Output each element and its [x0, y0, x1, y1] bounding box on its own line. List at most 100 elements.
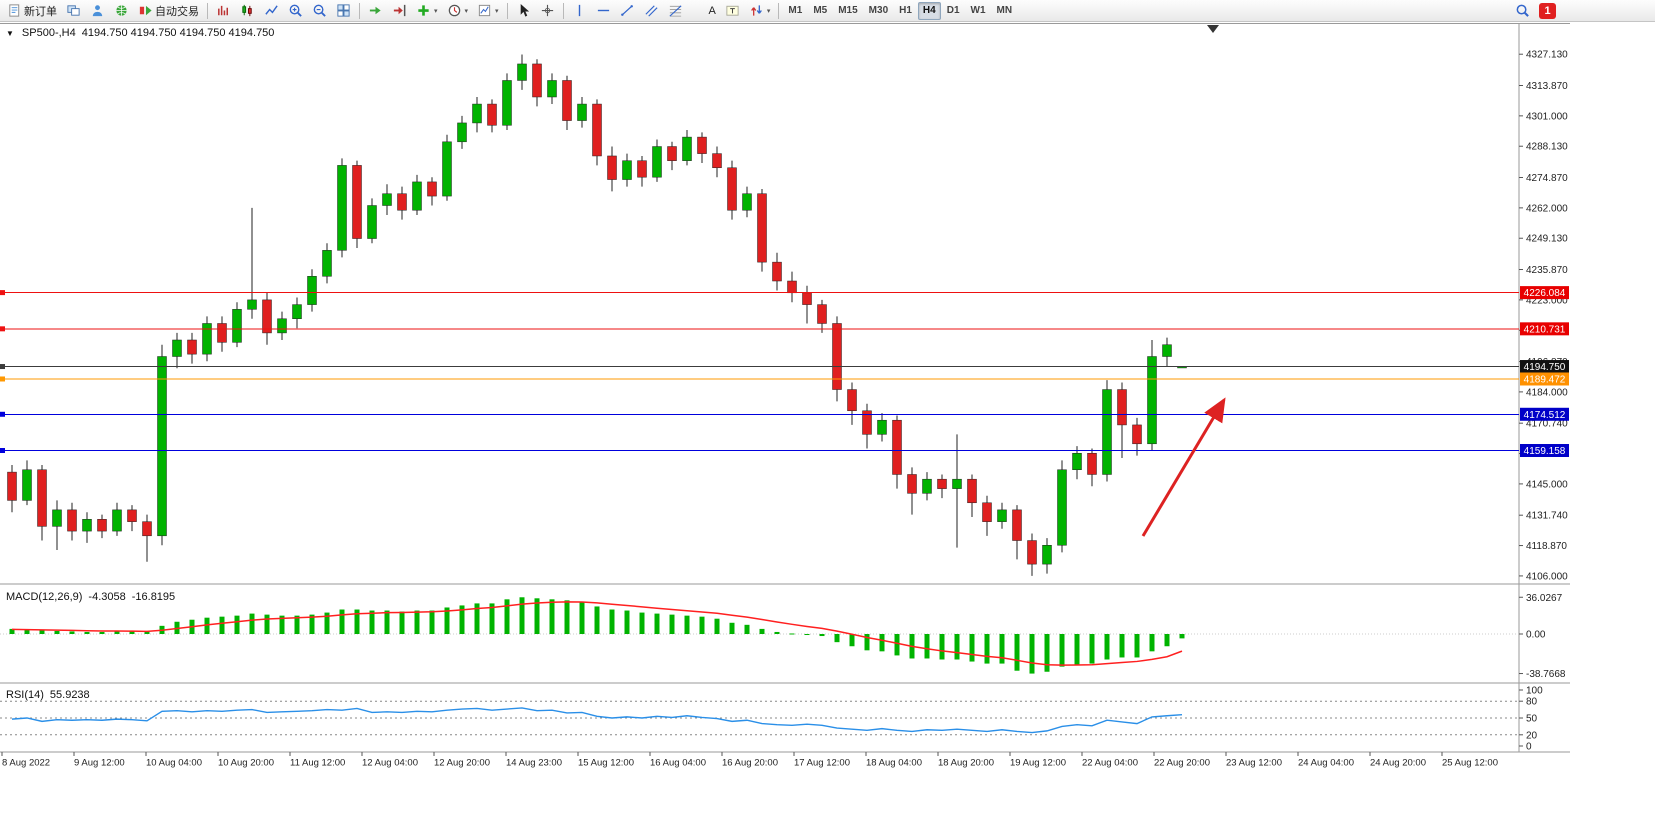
macd-histogram-bar: [459, 605, 465, 634]
timeframe-m1-button[interactable]: M1: [788, 5, 803, 16]
macd-histogram-bar: [984, 634, 990, 664]
price-badge: [1520, 286, 1569, 300]
toolbar-right-group: 1: [1511, 1, 1556, 21]
timeframe-h1-button[interactable]: H1: [899, 5, 912, 16]
macd-signal-value: -16.8195: [131, 591, 176, 603]
macd-histogram-bar: [549, 599, 555, 634]
timeframe-h4-button[interactable]: H4: [917, 1, 941, 20]
chart-windows-button[interactable]: [62, 1, 85, 21]
timeframe-m30-button[interactable]: M30: [868, 5, 889, 16]
bull-candle: [952, 478, 962, 489]
candles-icon: [242, 4, 252, 17]
macd-tick-label: -38.7668: [1526, 669, 1566, 680]
macd-histogram-bar: [774, 631, 780, 634]
bear-candle: [787, 280, 797, 294]
bear-candle: [847, 389, 857, 412]
macd-header: MACD(12,26,9) -4.3058 -16.8195: [6, 591, 175, 603]
macd-histogram-bar: [279, 615, 285, 634]
trend-arrow[interactable]: [1141, 397, 1226, 537]
community-button[interactable]: [110, 1, 133, 21]
macd-histogram-bar: [744, 624, 750, 634]
zoom-out-button[interactable]: [308, 1, 331, 21]
macd-histogram-bar: [339, 609, 345, 634]
toolbar-separator: [506, 2, 508, 19]
bear-candle: [697, 136, 707, 154]
symbol-dropdown-icon[interactable]: ▼: [6, 29, 14, 38]
time-axis-label: 10 Aug 20:00: [218, 758, 274, 769]
timeframe-mn-button[interactable]: MN: [996, 5, 1013, 16]
bull-candle: [412, 181, 422, 211]
tline-icon: [620, 5, 633, 16]
periods-button[interactable]: ▾: [443, 1, 473, 21]
line-chart-mode-button[interactable]: [260, 1, 283, 21]
channel-tool-button[interactable]: [640, 1, 663, 21]
search-button[interactable]: [1511, 1, 1534, 21]
auto-scroll-button[interactable]: [364, 1, 387, 21]
bear-candle: [967, 478, 977, 504]
bull-candle: [622, 160, 632, 180]
macd-histogram-bar: [84, 631, 90, 634]
crosshair-tool-button[interactable]: [536, 1, 559, 21]
macd-histogram-bar: [1014, 634, 1020, 671]
bull-candle: [307, 276, 317, 305]
level-line-anchor: [0, 326, 5, 332]
macd-histogram-bar: [894, 634, 900, 656]
tiles-icon: [337, 4, 350, 17]
templates-button[interactable]: ▾: [473, 1, 503, 21]
bull-candle: [997, 509, 1007, 522]
macd-main-value: -4.3058: [88, 591, 126, 603]
magnifier-icon: [1516, 4, 1529, 17]
bull-candle: [547, 80, 557, 98]
bear-candle: [352, 165, 362, 239]
trendline-tool-button[interactable]: [616, 1, 639, 21]
price-tick-label: 4274.870: [1526, 173, 1568, 184]
vertical-line-tool-button[interactable]: [568, 1, 591, 21]
macd-histogram-bar: [309, 614, 315, 634]
macd-histogram-bar: [654, 613, 660, 634]
time-axis-label: 16 Aug 04:00: [650, 758, 706, 769]
price-tick-label: 4131.740: [1526, 511, 1568, 522]
macd-histogram-bar: [669, 614, 675, 634]
macd-histogram-bar: [519, 597, 525, 634]
chart-canvas[interactable]: 4327.130 4313.870 4301.000 4288.130 4274.870…: [0, 22, 1655, 819]
horizontal-line-tool-button[interactable]: [592, 1, 615, 21]
level-line-anchor: [0, 364, 5, 370]
fibonacci-tool-button[interactable]: [664, 1, 687, 21]
textA-icon: [692, 3, 707, 18]
label-tool-button[interactable]: [721, 1, 744, 21]
price-tick-label: 4145.000: [1526, 479, 1568, 490]
candlestick-mode-button[interactable]: [236, 1, 259, 21]
text-tool-button[interactable]: A: [688, 1, 720, 21]
bear-candle: [397, 193, 407, 211]
timeframe-d1-button[interactable]: D1: [946, 5, 960, 16]
bar-chart-mode-button[interactable]: [212, 1, 235, 21]
zoom-in-button[interactable]: [284, 1, 307, 21]
chart-shift-marker[interactable]: [1207, 25, 1219, 33]
bear-candle: [607, 155, 617, 180]
arrows-tool-button[interactable]: ▾: [745, 1, 775, 21]
macd-label: MACD(12,26,9): [6, 591, 83, 603]
cursor-tool-button[interactable]: [512, 1, 535, 21]
autotrading-button[interactable]: 自动交易: [134, 1, 203, 21]
notification-badge[interactable]: 1: [1539, 2, 1556, 19]
tile-windows-button[interactable]: [332, 1, 355, 21]
price-tick-label: 4301.000: [1526, 111, 1568, 122]
timeframe-m15-button[interactable]: M15: [838, 5, 858, 16]
macd-histogram-bar: [99, 631, 105, 634]
bull-candle: [652, 146, 662, 178]
macd-histogram-bar: [594, 606, 600, 634]
time-axis-label: 11 Aug 12:00: [290, 758, 345, 769]
macd-histogram-bar: [444, 607, 450, 634]
profile-button[interactable]: [86, 1, 109, 21]
timeframe-w1-button[interactable]: W1: [970, 5, 986, 16]
timeframe-m5-button[interactable]: M5: [813, 5, 828, 16]
bear-candle: [592, 103, 602, 157]
macd-histogram-bar: [729, 622, 735, 634]
indicators-add-button[interactable]: ▾: [412, 1, 442, 21]
price-tick-label: 4235.870: [1526, 265, 1568, 276]
macd-histogram-bar: [399, 611, 405, 634]
chart-shift-button[interactable]: [388, 1, 411, 21]
macd-histogram-bar: [114, 631, 120, 634]
new-order-button[interactable]: 新订单: [3, 1, 61, 21]
price-badge: [1520, 407, 1569, 421]
